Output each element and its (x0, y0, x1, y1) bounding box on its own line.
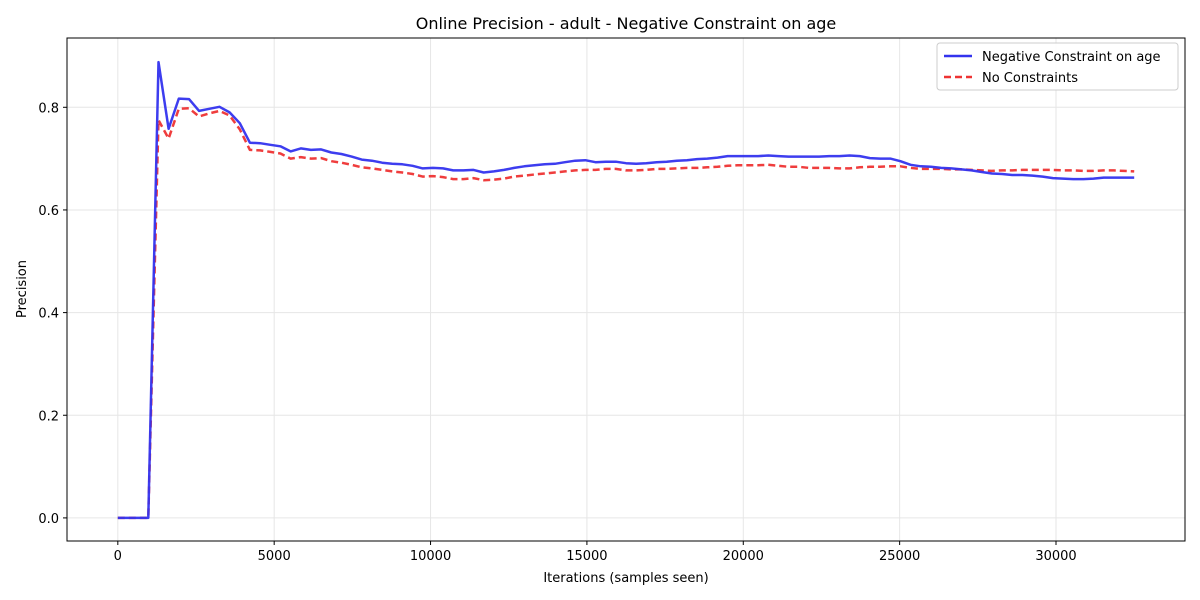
y-tick-label: 0.6 (38, 204, 59, 219)
x-tick-label: 10000 (410, 549, 451, 564)
series-lines (117, 60, 1135, 520)
y-tick-label: 0.2 (38, 409, 59, 424)
x-tick-label: 5000 (258, 549, 291, 564)
legend-label-no-constraints: No Constraints (982, 71, 1078, 86)
y-tick-label: 0.0 (38, 512, 59, 527)
legend-label-negative-constraint: Negative Constraint on age (982, 50, 1161, 65)
y-tick-label: 0.8 (38, 101, 59, 116)
x-tick-label: 30000 (1035, 549, 1076, 564)
x-axis-label: Iterations (samples seen) (543, 571, 708, 586)
series-line-negative-constraint (117, 60, 1135, 520)
grid (67, 38, 1185, 541)
legend: Negative Constraint on age No Constraint… (936, 42, 1179, 91)
plot-frame (66, 37, 1186, 542)
y-axis-label: Precision (15, 260, 30, 318)
y-axis-ticks: 0.0 0.2 0.4 0.6 0.8 (38, 101, 67, 527)
x-axis-ticks: 0 5000 10000 15000 20000 25000 30000 (114, 541, 1077, 564)
y-tick-label: 0.4 (38, 307, 59, 322)
x-tick-label: 20000 (723, 549, 764, 564)
series-line-no-constraints (117, 107, 1135, 520)
legend-box (936, 42, 1179, 91)
x-tick-label: 25000 (879, 549, 920, 564)
chart-title: Online Precision - adult - Negative Cons… (416, 14, 837, 33)
x-tick-label: 0 (114, 549, 122, 564)
x-tick-label: 15000 (566, 549, 607, 564)
